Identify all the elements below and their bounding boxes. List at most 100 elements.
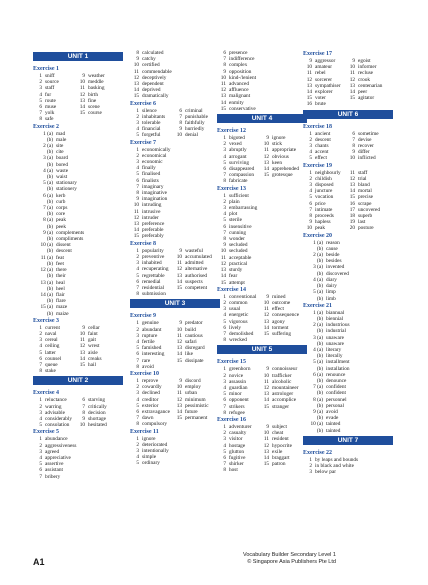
answer-pair-left: 2 preventive xyxy=(130,254,172,260)
answer-number: 14 xyxy=(133,87,139,94)
answer-number: 14 xyxy=(263,454,269,461)
answer-word: surviving xyxy=(229,159,250,166)
answer-number: 15 xyxy=(220,279,226,286)
answer-word: novice xyxy=(229,372,244,379)
answer-word: aggressiveness xyxy=(45,442,77,449)
answer-row: 3 rupture 11 cautious xyxy=(130,333,228,339)
answer-number: 3 xyxy=(39,337,42,344)
answer-word: silence xyxy=(142,107,157,114)
answer-pair-left: 6 fugitive xyxy=(217,455,259,461)
answer-word: cautious xyxy=(185,332,203,339)
answer-number: 5 (a) xyxy=(313,359,323,366)
answer-row: 7 shirker 15 patron xyxy=(217,461,315,467)
answer-row: (b) biennial xyxy=(303,316,401,322)
answer-row: 6 insensitive xyxy=(217,224,315,230)
answer-number: 2 xyxy=(223,299,226,306)
answer-row: 15 voter 15 agitator xyxy=(303,95,401,101)
answer-pair-left: 4 ceiling xyxy=(33,343,75,349)
answer-row: 4 (a) literary xyxy=(303,347,401,353)
answer-row: (b) curb xyxy=(33,199,131,205)
answer-number: 12 xyxy=(176,266,182,273)
answer-word: assertive xyxy=(45,461,64,468)
answer-number: 7 xyxy=(223,330,226,337)
answer-word: fur xyxy=(45,91,52,98)
answer-number: 14 xyxy=(263,324,269,331)
answer-word: recluse xyxy=(358,70,373,77)
exercise-title: Exercise 1 xyxy=(33,66,60,72)
answer-pair-left: 7 dawn xyxy=(130,415,172,421)
answer-row: 3 (a) unaware xyxy=(303,335,401,341)
answer-word: kind-/lenient xyxy=(229,74,257,81)
answer-row: 6 price 16 scrape xyxy=(303,201,401,207)
answer-word: hapless xyxy=(315,219,331,226)
answer-number: 6 xyxy=(223,324,226,331)
answer-row: 3 usual 11 effect xyxy=(217,306,315,312)
answer-number: 2 xyxy=(136,253,139,260)
answer-row: 1 ancient 6 sometime xyxy=(303,131,401,137)
answer-number: 6 xyxy=(309,200,312,207)
answer-number: 3 (a) xyxy=(313,264,323,271)
answer-pair-left: 1 popularity xyxy=(130,248,172,254)
answer-number: 4 xyxy=(223,442,226,449)
answer-number: 5 xyxy=(136,460,139,467)
answer-pair-left: 3 staff xyxy=(33,85,75,91)
answer-word: bigoted xyxy=(229,135,245,142)
answer-number: 11 xyxy=(263,378,269,385)
answer-number: 15 xyxy=(349,95,355,102)
answer-word: shirker xyxy=(229,461,244,468)
answer-row: (b) evade xyxy=(303,415,401,421)
answer-row: 6 (a) renounce xyxy=(303,372,401,378)
answer-word: wasteful xyxy=(185,247,203,254)
answer-word: deprived xyxy=(142,87,161,94)
answer-word: accomplice xyxy=(272,397,297,404)
answer-number: 5 xyxy=(136,132,139,139)
answer-pair-left: 1 neighbourly xyxy=(303,170,345,176)
answer-number: 6 xyxy=(136,177,139,184)
answer-number: 10 xyxy=(263,430,269,437)
answer-word: vigorous xyxy=(229,318,248,325)
answer-pair-left: 1 reprove xyxy=(130,378,172,384)
answer-word: industrial xyxy=(326,328,347,335)
answer-row: 10 (a) dissent xyxy=(33,242,131,248)
answer-word: maize xyxy=(56,310,69,317)
answer-pair-right: 15 hail xyxy=(75,362,96,368)
answer-row: 6 extravagance 14 future xyxy=(130,409,228,415)
answer-pair-left: 1 genuine xyxy=(130,320,172,326)
answer-pair-left: 4 guardian xyxy=(217,385,259,391)
answer-pair-left: 2 common xyxy=(217,300,259,306)
answer-word: popularity xyxy=(142,247,164,254)
answer-number: 10 (a) xyxy=(40,242,54,249)
answer-word: bored xyxy=(56,161,69,168)
answer-number: 13 xyxy=(79,97,85,104)
answer-row: 4 creditor 12 minimum xyxy=(130,397,228,403)
answer-number: 7 xyxy=(223,229,226,236)
answer-word: waist xyxy=(56,174,68,181)
answer-number: (b) xyxy=(316,295,323,302)
answer-word: muse xyxy=(45,104,57,111)
answer-number: 12 xyxy=(133,214,139,221)
answer-word: rebel xyxy=(315,70,326,77)
answer-pair-right: 9 differ xyxy=(345,149,369,155)
answer-row: 1 adventurer 9 subject xyxy=(217,424,315,430)
answer-number: (b) xyxy=(316,365,323,372)
answer-row: 2 naval 10 faint xyxy=(33,331,131,337)
answer-pair-left: 3 cereal xyxy=(33,337,75,343)
answer-word: brute xyxy=(315,101,326,108)
answer-row: 1 ignore xyxy=(130,436,228,442)
answer-row: 8 imaginative xyxy=(130,190,228,196)
answer-pair-right xyxy=(259,178,272,184)
answer-row: 1 current 9 cellar xyxy=(33,325,131,331)
answer-number: 7 xyxy=(136,284,139,291)
answer-row: 1 sufficient xyxy=(217,193,315,199)
answer-number: 14 xyxy=(263,166,269,173)
answer-word: economic xyxy=(142,159,163,166)
answer-word: assassin xyxy=(229,378,247,385)
answer-pair-right: 7 critically xyxy=(75,404,106,410)
answer-row: 4 arrogant 12 obvious xyxy=(217,154,315,160)
answer-word: consequence xyxy=(272,312,300,319)
answer-row: 10 amateur 10 informer xyxy=(303,64,401,70)
answer-pair-right: 14 braggart xyxy=(259,455,290,461)
answer-number: 9 xyxy=(266,366,269,373)
answer-row: 6 counsel 14 creaks xyxy=(33,356,131,362)
answer-row: 3 cereal 11 gait xyxy=(33,337,131,343)
